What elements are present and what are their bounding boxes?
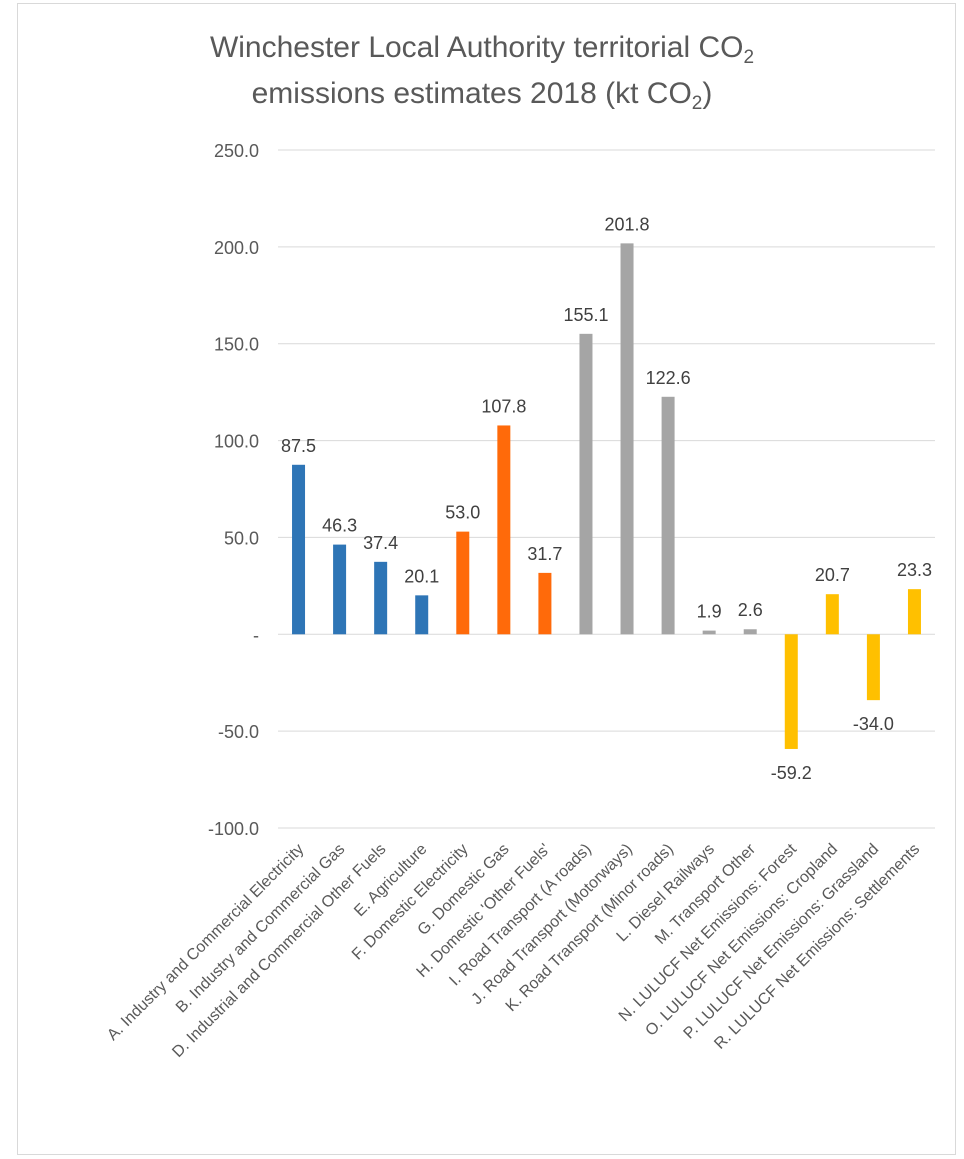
bar <box>661 396 675 635</box>
bar <box>374 561 388 635</box>
x-axis-category-labels: A. Industry and Commercial ElectricityB.… <box>104 840 923 1061</box>
bar <box>620 243 634 635</box>
gridlines <box>278 149 935 829</box>
chart-title-line-2: emissions estimates 2018 (kt CO2) <box>0 77 964 114</box>
chart-title-line-2-suffix: ) <box>702 77 713 110</box>
bar <box>456 531 470 635</box>
data-label: -34.0 <box>853 714 894 734</box>
data-label: 20.1 <box>404 566 439 586</box>
data-label: 155.1 <box>563 305 608 325</box>
data-label: 23.3 <box>897 560 932 580</box>
data-label: 107.8 <box>481 396 526 416</box>
y-tick-label: -50.0 <box>218 722 259 742</box>
data-label: 1.9 <box>697 602 722 622</box>
data-label: 201.8 <box>605 214 650 234</box>
bar <box>415 595 429 635</box>
bar <box>497 425 511 635</box>
data-label: 20.7 <box>815 565 850 585</box>
y-tick-label: 200.0 <box>214 238 259 258</box>
chart-title-line-1: Winchester Local Authority territorial C… <box>0 31 964 68</box>
bar <box>907 589 921 635</box>
bar <box>579 333 593 635</box>
bar <box>538 572 552 635</box>
y-tick-label: - <box>253 625 259 645</box>
data-labels: 87.5 46.3 37.4 20.1 53.0 107.8 31.7 155.1 201.8 1… <box>281 214 932 783</box>
data-label: 46.3 <box>322 516 357 536</box>
bar <box>292 464 306 635</box>
data-label: 87.5 <box>281 436 316 456</box>
data-label: 37.4 <box>363 533 398 553</box>
bars <box>292 243 921 749</box>
chart-frame <box>17 3 956 1155</box>
bar <box>825 594 839 635</box>
chart-title-line-2-text: emissions estimates 2018 (kt CO <box>251 77 692 110</box>
bar <box>702 630 716 635</box>
data-label: 2.6 <box>738 600 763 620</box>
chart-title-line-1-subscript: 2 <box>743 47 755 68</box>
y-tick-label: 50.0 <box>224 528 259 548</box>
bar <box>784 634 798 749</box>
y-tick-label: 150.0 <box>214 335 259 355</box>
chart-title-line-1-text: Winchester Local Authority territorial C… <box>209 31 744 64</box>
y-tick-label: 100.0 <box>214 432 259 452</box>
y-tick-label: -100.0 <box>208 819 259 839</box>
bar <box>866 634 880 701</box>
chart-title-line-2-subscript: 2 <box>691 93 703 114</box>
x-tick-label: B. Industry and Commercial Gas <box>173 841 349 1017</box>
data-label: 122.6 <box>646 368 691 388</box>
data-label: 53.0 <box>445 503 480 523</box>
bar <box>333 544 347 635</box>
bar <box>743 629 757 635</box>
y-tick-label: 250.0 <box>214 141 259 161</box>
data-label: -59.2 <box>771 763 812 783</box>
data-label: 31.7 <box>527 544 562 564</box>
